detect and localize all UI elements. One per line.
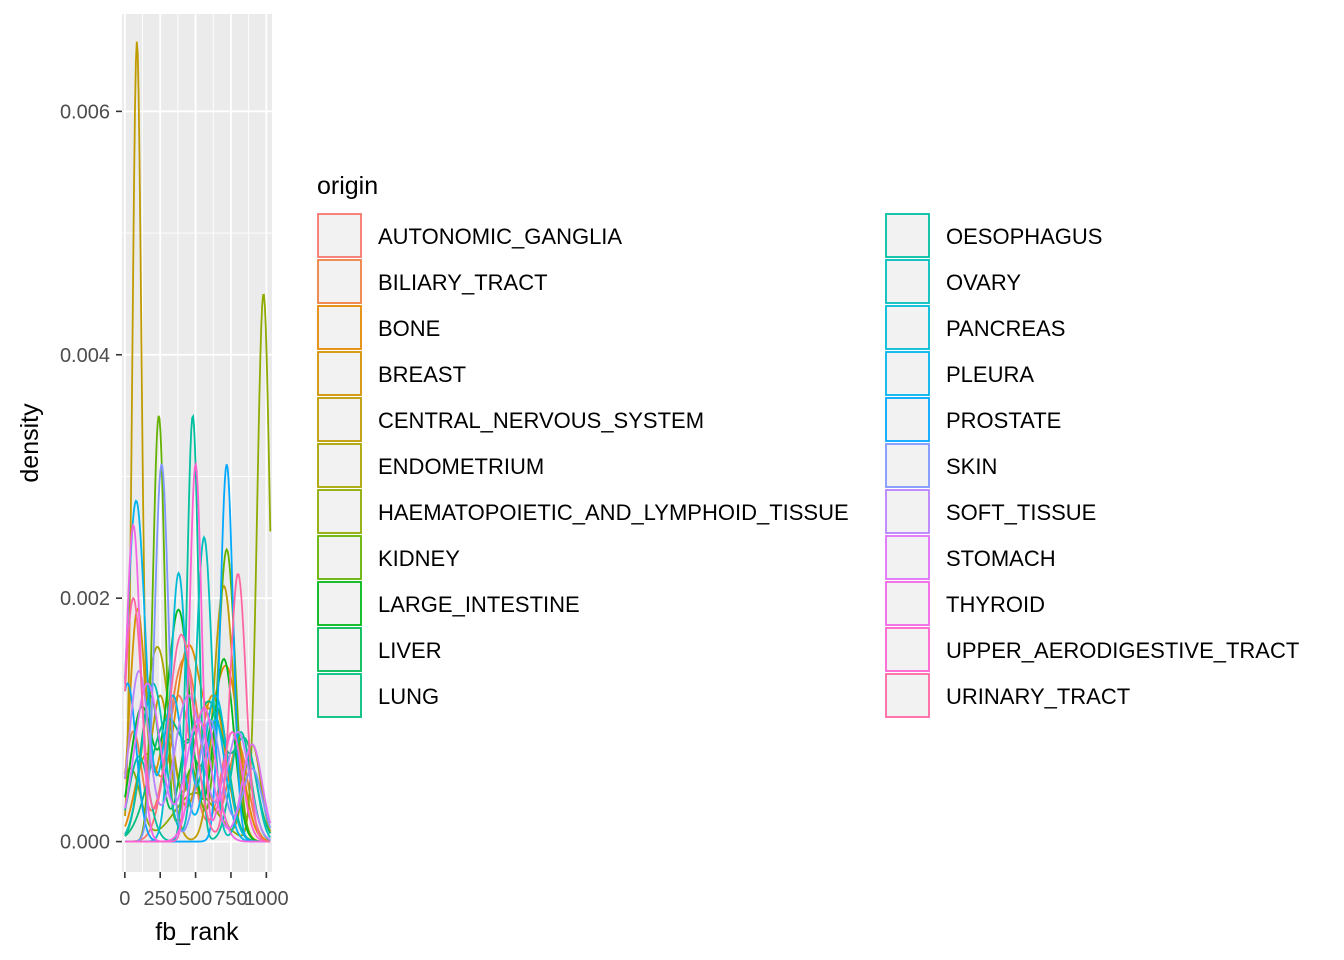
density-line-urinary-tract (124, 573, 271, 843)
legend-key-haematopoietic-and-lymphoid-tissue (317, 489, 362, 534)
legend-key-autonomic-ganglia (317, 213, 362, 258)
legend-label-autonomic-ganglia: AUTONOMIC_GANGLIA (378, 224, 622, 249)
legend-key-prostate (885, 397, 930, 442)
density-line-prostate (124, 464, 271, 843)
legend-key-pancreas (885, 305, 930, 350)
x-axis-title: fb_rank (155, 918, 239, 946)
legend-key-lung (317, 673, 362, 718)
legend-label-skin: SKIN (946, 454, 997, 479)
legend-label-pleura: PLEURA (946, 362, 1034, 387)
legend-label-kidney: KIDNEY (378, 546, 460, 571)
legend-key-thyroid (885, 581, 930, 626)
legend-label-lung: LUNG (378, 684, 439, 709)
legend-key-ovary (885, 259, 930, 304)
y-tick-label: 0.000 (60, 832, 110, 854)
legend-key-kidney (317, 535, 362, 580)
legend-key-urinary-tract (885, 673, 930, 718)
legend-key-pleura (885, 351, 930, 396)
y-tick-label: 0.004 (60, 345, 110, 367)
legend-label-liver: LIVER (378, 638, 442, 663)
legend-key-central-nervous-system (317, 397, 362, 442)
legend-label-breast: BREAST (378, 362, 466, 387)
density-line-stomach (124, 682, 272, 830)
y-axis-title: density (16, 403, 44, 483)
legend-key-liver (317, 627, 362, 672)
legend-label-biliary-tract: BILIARY_TRACT (378, 270, 548, 295)
legend-label-soft-tissue: SOFT_TISSUE (946, 500, 1096, 525)
legend-title: origin (317, 172, 378, 200)
density-line-thyroid (124, 522, 271, 843)
legend-label-pancreas: PANCREAS (946, 316, 1065, 341)
legend-key-upper-aerodigestive-tract (885, 627, 930, 672)
legend-label-haematopoietic-and-lymphoid-tissue: HAEMATOPOIETIC_AND_LYMPHOID_TISSUE (378, 500, 849, 525)
legend-key-soft-tissue (885, 489, 930, 534)
x-tick-label: 750 (214, 888, 247, 910)
density-lines (124, 41, 272, 843)
x-tick-label: 500 (179, 888, 212, 910)
legend-label-oesophagus: OESOPHAGUS (946, 224, 1102, 249)
legend-key-bone (317, 305, 362, 350)
density-line-large-intestine (124, 608, 271, 843)
x-tick-label: 1000 (244, 888, 289, 910)
legend: AUTONOMIC_GANGLIA BILIARY_TRACT BONE BREAST… (317, 213, 1299, 718)
legend-label-prostate: PROSTATE (946, 408, 1061, 433)
y-axis: 0.000 0.002 0.004 0.006 (60, 101, 122, 854)
x-tick-label: 250 (144, 888, 177, 910)
density-line-skin (124, 462, 272, 843)
legend-key-breast (317, 351, 362, 396)
legend-key-large-intestine (317, 581, 362, 626)
density-line-upper-aerodigestive-tract (124, 461, 271, 843)
legend-key-stomach (885, 535, 930, 580)
legend-label-urinary-tract: URINARY_TRACT (946, 684, 1130, 709)
y-tick-label: 0.006 (60, 101, 110, 123)
legend-label-upper-aerodigestive-tract: UPPER_AERODIGESTIVE_TRACT (946, 638, 1299, 663)
legend-key-skin (885, 443, 930, 488)
legend-key-endometrium (317, 443, 362, 488)
legend-key-biliary-tract (317, 259, 362, 304)
legend-label-bone: BONE (378, 316, 440, 341)
legend-label-ovary: OVARY (946, 270, 1021, 295)
legend-label-thyroid: THYROID (946, 592, 1045, 617)
legend-label-endometrium: ENDOMETRIUM (378, 454, 544, 479)
legend-label-stomach: STOMACH (946, 546, 1056, 571)
legend-key-oesophagus (885, 213, 930, 258)
y-tick-label: 0.002 (60, 588, 110, 610)
x-tick-label: 0 (119, 888, 130, 910)
legend-label-large-intestine: LARGE_INTESTINE (378, 592, 580, 617)
legend-label-central-nervous-system: CENTRAL_NERVOUS_SYSTEM (378, 408, 704, 433)
